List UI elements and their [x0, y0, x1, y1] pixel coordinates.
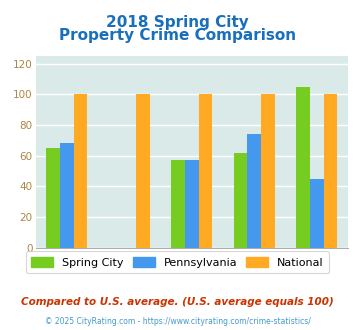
Bar [323, 94, 337, 248]
Bar [136, 94, 150, 248]
Text: Compared to U.S. average. (U.S. average equals 100): Compared to U.S. average. (U.S. average … [21, 297, 334, 307]
Bar [185, 160, 198, 248]
Bar [46, 148, 60, 248]
Legend: Spring City, Pennsylvania, National: Spring City, Pennsylvania, National [26, 251, 329, 273]
Text: 2018 Spring City: 2018 Spring City [106, 15, 249, 30]
Bar [198, 94, 212, 248]
Bar [234, 152, 247, 248]
Bar [261, 94, 275, 248]
Bar [73, 94, 87, 248]
Bar [310, 179, 323, 248]
Text: Property Crime Comparison: Property Crime Comparison [59, 28, 296, 43]
Text: © 2025 CityRating.com - https://www.cityrating.com/crime-statistics/: © 2025 CityRating.com - https://www.city… [45, 317, 310, 326]
Bar [60, 143, 73, 248]
Bar [247, 134, 261, 248]
Bar [296, 87, 310, 248]
Bar [171, 160, 185, 248]
